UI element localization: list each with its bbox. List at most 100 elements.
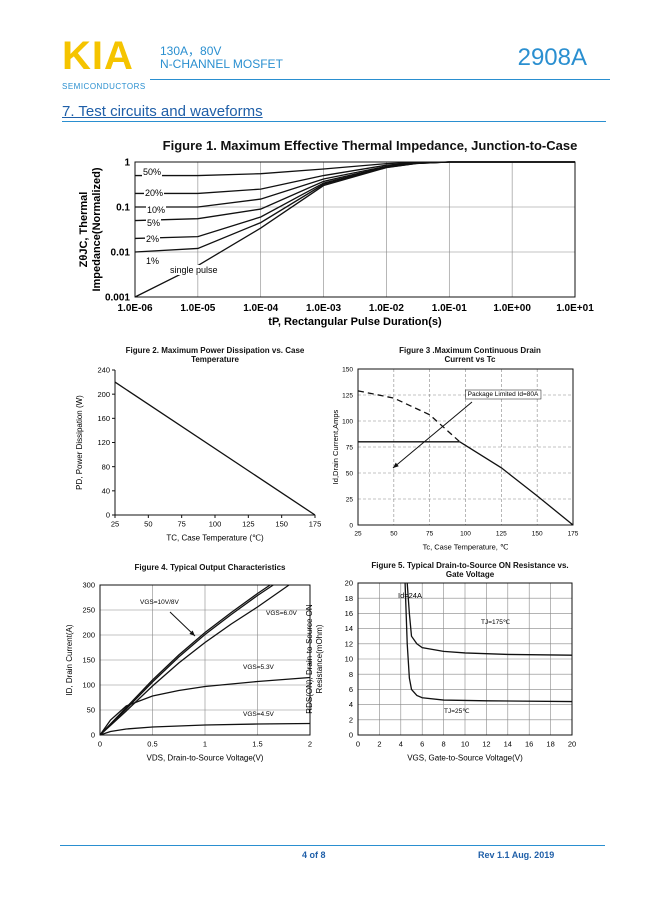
logo-sub: SEMICONDUCTORS	[62, 82, 146, 91]
spec-line: 130A，80V	[160, 44, 222, 58]
series-label: 10%	[147, 205, 165, 215]
y-tick-label: 20	[345, 579, 353, 588]
plot-frame	[357, 582, 573, 736]
x-tick-label: 150	[532, 531, 543, 538]
x-tick-label: 18	[546, 740, 554, 749]
y-tick-label: 2	[349, 715, 353, 724]
y-tick-label: 16	[345, 609, 353, 618]
plot-frame	[134, 161, 576, 298]
x-tick-label: 125	[496, 531, 507, 538]
x-tick-label: 16	[525, 740, 533, 749]
x-tick-label: 100	[209, 520, 222, 529]
arrow	[392, 401, 473, 469]
y-tick-label: 0.1	[116, 203, 130, 214]
x-tick-label: 14	[504, 740, 512, 749]
x-tick-label: 20	[568, 740, 576, 749]
series-line	[357, 390, 461, 443]
header-rule	[150, 79, 610, 80]
label-box	[146, 205, 167, 215]
series-line	[134, 161, 575, 240]
x-tick-label: 175	[568, 531, 579, 538]
y-tick-label: 1	[124, 158, 130, 169]
x-tick-label: 10	[461, 740, 469, 749]
part-number: 2908A	[517, 44, 587, 71]
annotation: Id=24A	[398, 591, 422, 600]
series-label: VGS=6.0V	[266, 610, 298, 617]
chart-title: Figure 5. Typical Drain-to-Source ON Res…	[371, 561, 569, 580]
y-tick-label: 0	[349, 522, 353, 529]
series-line	[99, 676, 311, 736]
x-axis-label: VGS, Gate-to-Source Voltage(V)	[407, 754, 523, 763]
chart-title: Figure 1. Maximum Effective Thermal Impe…	[162, 138, 578, 153]
y-tick-label: 40	[102, 486, 110, 495]
y-tick-label: 6	[349, 685, 353, 694]
series-label: 5%	[147, 218, 160, 228]
x-tick-label: 1.0E-04	[243, 303, 278, 314]
x-tick-label: 25	[354, 531, 362, 538]
x-tick-label: 1.5	[252, 740, 262, 749]
y-tick-label: 240	[97, 366, 110, 375]
y-tick-label: 0.001	[105, 293, 130, 304]
chart-title: Figure 4. Typical Output Characteristics	[134, 563, 286, 572]
x-tick-label: 50	[144, 520, 152, 529]
y-tick-label: 150	[342, 366, 353, 373]
y-tick-label: 0	[91, 731, 95, 740]
series-label: VGS=10V/8V	[140, 599, 180, 606]
x-tick-label: 1.0E-01	[432, 303, 467, 314]
x-tick-label: 0	[98, 740, 102, 749]
series-line	[135, 161, 575, 208]
label-box	[169, 265, 219, 275]
y-tick-label: 80	[102, 462, 110, 471]
x-tick-label: 50	[390, 531, 398, 538]
footer-rule	[60, 845, 605, 846]
y-tick-label: 50	[87, 706, 95, 715]
x-tick-label: 0.5	[147, 740, 157, 749]
x-tick-label: 1	[203, 740, 207, 749]
y-axis-label: RDS(ON), Drain-to-Source ON	[305, 604, 314, 714]
y-axis-label: Id,Drain Current,Amps	[331, 409, 340, 484]
section-rule	[62, 121, 606, 122]
y-tick-label: 25	[346, 496, 354, 503]
spec-line: N-CHANNEL MOSFET	[160, 57, 283, 71]
series-label: VGS=4.5V	[243, 711, 275, 718]
label-box	[145, 256, 161, 266]
y-tick-label: 200	[97, 390, 110, 399]
annotation: Package Limited Id=80A	[468, 391, 539, 398]
y-tick-label: 14	[345, 624, 353, 633]
x-axis-label: VDS, Drain-to-Source Voltage(V)	[147, 754, 264, 763]
x-tick-label: 1.0E-02	[369, 303, 404, 314]
x-tick-label: 125	[242, 520, 255, 529]
x-tick-label: 1.0E-03	[306, 303, 341, 314]
arrow	[169, 611, 196, 637]
y-tick-label: 0	[106, 511, 110, 520]
label-box	[144, 188, 165, 198]
series-line	[404, 582, 573, 703]
y-tick-label: 12	[345, 639, 353, 648]
series-line	[134, 161, 575, 298]
x-tick-label: 4	[399, 740, 403, 749]
chart-title: Figure 2. Maximum Power Dissipation vs. …	[125, 346, 305, 365]
chart-title: Figure 3 .Maximum Continuous Drain Curre…	[399, 346, 541, 365]
y-axis-label: ID, Drain Current(A)	[65, 624, 74, 695]
x-tick-label: 1.0E+01	[556, 303, 594, 314]
series-label: TJ=25℃	[444, 708, 470, 715]
x-tick-label: 2	[377, 740, 381, 749]
x-tick-label: 12	[482, 740, 490, 749]
x-tick-label: 6	[420, 740, 424, 749]
x-tick-label: 0	[356, 740, 360, 749]
logo: KIA	[62, 34, 134, 78]
x-tick-label: 1.0E-06	[117, 303, 152, 314]
y-tick-label: 4	[349, 700, 353, 709]
label-box	[146, 218, 162, 228]
series-line	[99, 584, 290, 736]
series-line	[406, 582, 573, 656]
series-label: 1%	[146, 256, 159, 266]
series-label: 20%	[145, 188, 163, 198]
series-line	[459, 441, 574, 526]
y-tick-label: 300	[82, 581, 95, 590]
revision: Rev 1.1 Aug. 2019	[478, 850, 555, 860]
series-label: 50%	[143, 167, 161, 177]
label-box	[142, 167, 163, 177]
